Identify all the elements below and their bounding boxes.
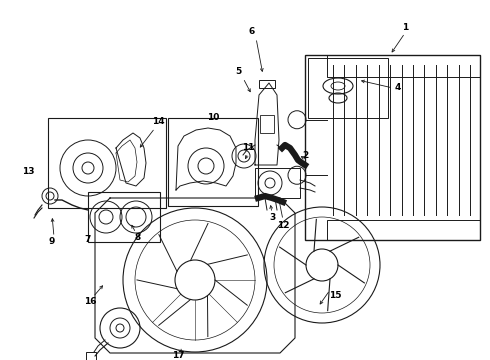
Bar [260, 115, 274, 133]
Bar [327, 220, 480, 240]
Bar [48, 118, 166, 208]
Bar [305, 55, 480, 240]
Text: 13: 13 [22, 167, 34, 176]
Bar [327, 55, 480, 77]
Bar [168, 118, 258, 206]
Text: 5: 5 [235, 68, 241, 77]
Text: 17: 17 [172, 351, 184, 360]
Text: 6: 6 [249, 27, 255, 36]
Text: 10: 10 [207, 113, 219, 122]
Bar [259, 80, 275, 88]
Text: 15: 15 [329, 291, 341, 300]
Text: 7: 7 [85, 235, 91, 244]
Bar [308, 58, 388, 118]
Text: 14: 14 [152, 117, 164, 126]
Bar [255, 168, 300, 198]
Bar [86, 352, 96, 360]
Text: 1: 1 [402, 23, 408, 32]
Text: 2: 2 [302, 150, 308, 159]
Bar [88, 192, 160, 242]
Text: 4: 4 [395, 84, 401, 93]
Text: 9: 9 [49, 238, 55, 247]
Text: 11: 11 [242, 144, 254, 153]
Text: 16: 16 [84, 297, 96, 306]
Text: 8: 8 [135, 234, 141, 243]
Text: 12: 12 [277, 220, 289, 230]
Text: 3: 3 [269, 213, 275, 222]
